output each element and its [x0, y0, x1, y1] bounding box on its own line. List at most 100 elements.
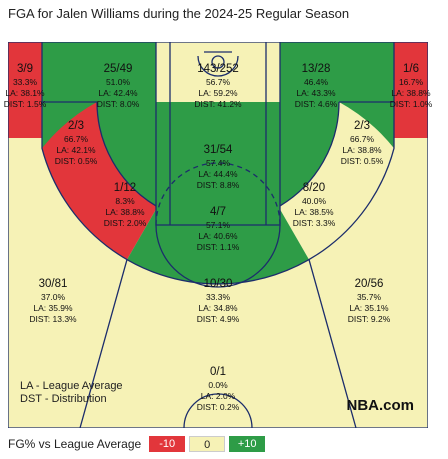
- zone-distribution: DIST: 41.2%: [194, 99, 242, 109]
- zone-label-right-corner-3: 1/6 16.7%LA: 38.8%DIST: 1.0%: [390, 63, 433, 109]
- zone-league-avg: LA: 38.5%: [294, 207, 334, 217]
- legend-item-below: -10: [149, 436, 186, 452]
- zone-fg-pct: 66.7%: [64, 134, 89, 144]
- zone-left-elbow-mid: [42, 102, 158, 260]
- zone-label-left-baseline-mid: 2/3 66.7%LA: 42.1%DIST: 0.5%: [55, 120, 98, 166]
- zone-left-corner-3: [8, 42, 42, 138]
- zone-fg-pct: 16.7%: [399, 77, 424, 87]
- zone-fgm-fga: 2/3: [68, 120, 84, 132]
- zone-label-right-wing-3: 13/28 46.4%LA: 43.3%DIST: 4.6%: [295, 63, 338, 109]
- zone-league-avg: LA: 38.8%: [105, 207, 145, 217]
- zone-league-avg: LA: 38.1%: [5, 88, 45, 98]
- zone-fg-pct: 35.7%: [357, 292, 382, 302]
- zone-label-left-corner-3: 3/9 33.3%LA: 38.1%DIST: 1.5%: [4, 63, 47, 109]
- zone-fg-pct: 33.3%: [13, 77, 38, 87]
- zone-label-paint-non-ra: 31/54 57.4%LA: 44.4%DIST: 8.8%: [197, 144, 240, 190]
- zone-fg-pct: 40.0%: [302, 196, 327, 206]
- zone-fgm-fga: 30/81: [39, 278, 68, 290]
- zone-fgm-fga: 25/49: [104, 63, 133, 75]
- zone-fg-pct: 56.7%: [206, 77, 231, 87]
- zone-league-avg: LA: 38.8%: [391, 88, 431, 98]
- zone-distribution: DIST: 3.3%: [293, 218, 336, 228]
- zone-fgm-fga: 143/252: [197, 63, 239, 75]
- zone-right-wing-3: [280, 42, 394, 206]
- zone-left-above-break-3: [8, 138, 127, 428]
- paint-inner-lines: [169, 42, 267, 225]
- zone-label-left-above-break-3: 30/81 37.0%LA: 35.9%DIST: 13.3%: [29, 278, 77, 324]
- paint-outline: [155, 42, 281, 226]
- zone-top-key-mid: [127, 206, 309, 284]
- zone-distribution: DIST: 4.6%: [295, 99, 338, 109]
- midrange-arcs: [96, 101, 340, 207]
- zone-fg-pct: 37.0%: [41, 292, 66, 302]
- zone-fgm-fga: 4/7: [210, 206, 226, 218]
- zone-distribution: DIST: 1.1%: [197, 242, 240, 252]
- zone-label-backcourt: 0/1 0.0%LA: 2.0%DIST: 0.2%: [197, 366, 240, 412]
- zone-fgm-fga: 2/3: [354, 120, 370, 132]
- zone-right-elbow-mid: [278, 102, 394, 260]
- zone-fgm-fga: 13/28: [302, 63, 331, 75]
- note-2: DST - Distribution: [20, 393, 107, 405]
- zone-label-center-above-break-3: 10/30 33.3%LA: 34.8%DIST: 4.9%: [197, 278, 240, 324]
- zone-left-baseline-mid: [42, 102, 97, 149]
- zone-label-left-wing-3: 25/49 51.0%LA: 42.4%DIST: 8.0%: [97, 63, 140, 109]
- legend-item-average: 0: [189, 436, 226, 452]
- shot-chart-court: 3/933.3%LA: 38.1%DIST: 1.5%25/4951.0%LA:…: [4, 42, 433, 428]
- zone-fgm-fga: 20/56: [355, 278, 384, 290]
- legend-item-above: +10: [229, 436, 266, 452]
- zone-label-left-elbow-mid: 1/12 8.3%LA: 38.8%DIST: 2.0%: [104, 182, 147, 228]
- zone-fgm-fga: 31/54: [204, 144, 233, 156]
- zone-fgm-fga: 8/20: [303, 182, 325, 194]
- zone-league-avg: LA: 42.4%: [98, 88, 138, 98]
- zone-league-avg: LA: 35.1%: [349, 303, 389, 313]
- nba-watermark: NBA.com: [346, 397, 414, 414]
- free-throw-arc-dashed: [155, 162, 281, 226]
- zone-distribution: DIST: 0.2%: [197, 402, 240, 412]
- zone-distribution: DIST: 9.2%: [348, 314, 391, 324]
- zone-right-corner-3: [394, 42, 428, 138]
- zone-label-right-elbow-mid: 8/20 40.0%LA: 38.5%DIST: 3.3%: [293, 182, 336, 228]
- three-point-line: [41, 42, 395, 285]
- center-circle: [183, 393, 253, 428]
- zone-league-avg: LA: 35.9%: [33, 303, 73, 313]
- zone-label-right-baseline-mid: 2/3 66.7%LA: 38.8%DIST: 0.5%: [341, 120, 384, 166]
- zone-distribution: DIST: 8.8%: [197, 180, 240, 190]
- zone-backcourt: [184, 394, 252, 428]
- zone-restricted-area: [156, 42, 280, 102]
- legend-title: FG% vs League Average: [8, 437, 142, 451]
- zone-fgm-fga: 0/1: [210, 366, 226, 378]
- zone-league-avg: LA: 42.1%: [56, 145, 96, 155]
- zone-league-avg: LA: 2.0%: [201, 391, 236, 401]
- zone-league-avg: LA: 40.6%: [198, 231, 238, 241]
- zone-right-baseline-mid: [339, 102, 394, 149]
- zone-left-wing-3: [42, 42, 156, 206]
- zone-fgm-fga: 10/30: [204, 278, 233, 290]
- chart-title: FGA for Jalen Williams during the 2024-2…: [8, 6, 350, 21]
- zone-fgm-fga: 3/9: [17, 63, 33, 75]
- zone-distribution: DIST: 1.5%: [4, 99, 47, 109]
- zone-distribution: DIST: 0.5%: [55, 156, 98, 166]
- zone-label-restricted-area: 143/252 56.7%LA: 59.2%DIST: 41.2%: [194, 63, 242, 109]
- legend: FG% vs League Average -10 0 +10: [8, 436, 269, 452]
- zone-league-avg: LA: 38.8%: [342, 145, 382, 155]
- zone-fg-pct: 46.4%: [304, 77, 329, 87]
- zone-league-avg: LA: 44.4%: [198, 169, 238, 179]
- zone-distribution: DIST: 1.0%: [390, 99, 433, 109]
- zone-fg-pct: 8.3%: [115, 196, 135, 206]
- zone-fg-pct: 66.7%: [350, 134, 375, 144]
- zone-fg-pct: 33.3%: [206, 292, 231, 302]
- zone-fg-pct: 57.4%: [206, 158, 231, 168]
- zone-fg-pct: 57.1%: [206, 220, 231, 230]
- zone-label-right-above-break-3: 20/56 35.7%LA: 35.1%DIST: 9.2%: [348, 278, 391, 324]
- above-break-dividers: [79, 259, 357, 428]
- free-throw-arc: [155, 224, 281, 288]
- restricted-arc: [197, 55, 239, 77]
- note-1: LA - League Average: [20, 380, 123, 392]
- zone-league-avg: LA: 59.2%: [198, 88, 238, 98]
- zone-center-above-break-3: [80, 259, 356, 428]
- zone-distribution: DIST: 2.0%: [104, 218, 147, 228]
- zone-fg-pct: 0.0%: [208, 380, 228, 390]
- zone-fg-pct: 51.0%: [106, 77, 131, 87]
- zone-label-top-key-mid: 4/7 57.1%LA: 40.6%DIST: 1.1%: [197, 206, 240, 252]
- zone-distribution: DIST: 0.5%: [341, 156, 384, 166]
